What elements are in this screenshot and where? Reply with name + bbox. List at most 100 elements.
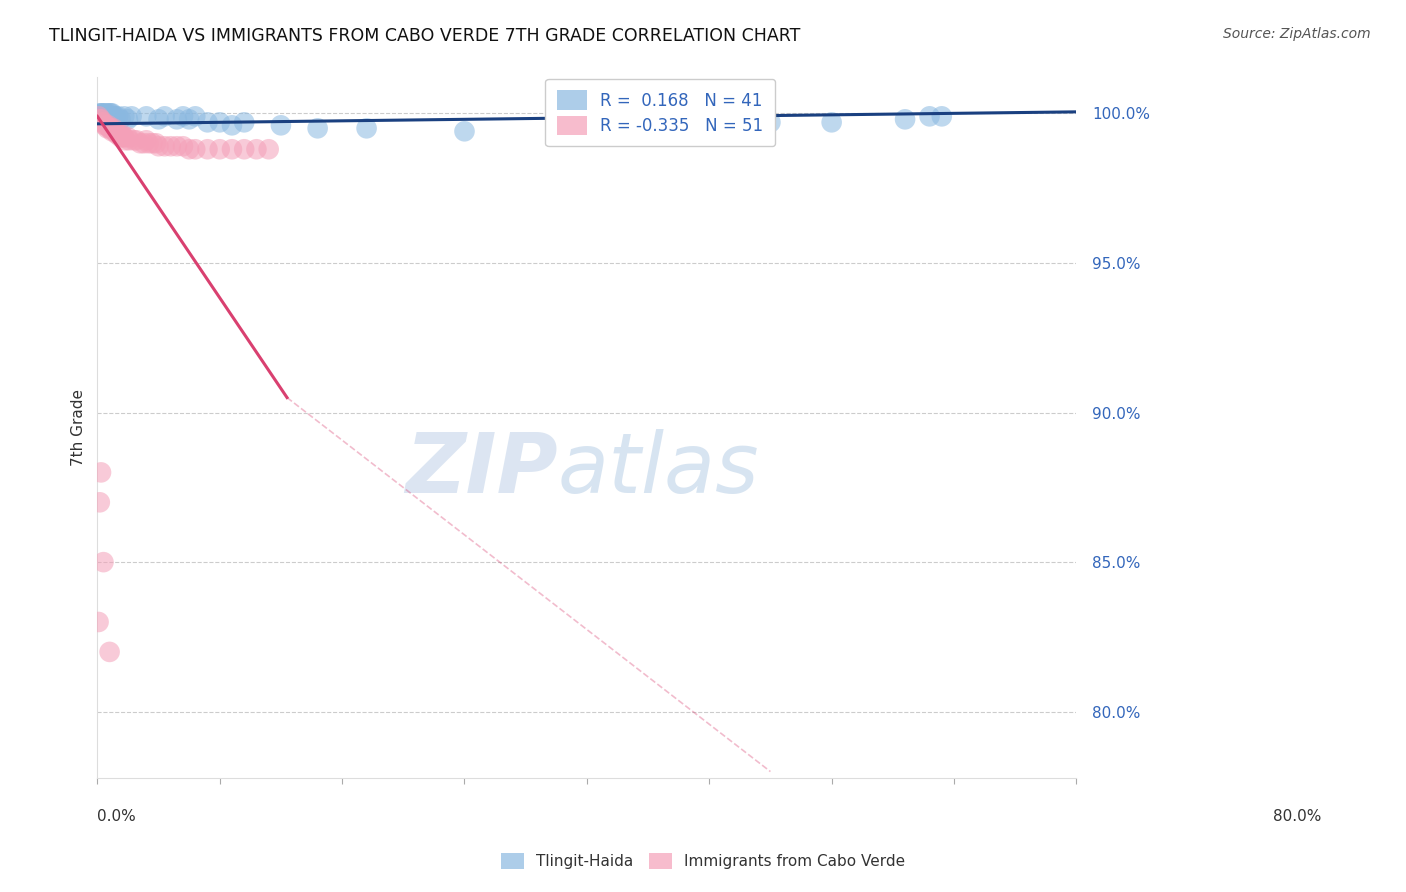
Point: [233, 115, 256, 129]
Point: [148, 139, 170, 153]
Point: [87, 615, 110, 629]
Legend: Tlingit-Haida, Immigrants from Cabo Verde: Tlingit-Haida, Immigrants from Cabo Verd…: [495, 847, 911, 875]
Point: [135, 133, 157, 147]
Text: TLINGIT-HAIDA VS IMMIGRANTS FROM CABO VERDE 7TH GRADE CORRELATION CHART: TLINGIT-HAIDA VS IMMIGRANTS FROM CABO VE…: [49, 27, 800, 45]
Point: [172, 109, 194, 123]
Point: [208, 142, 231, 156]
Point: [112, 109, 135, 123]
Point: [112, 130, 135, 145]
Point: [94, 118, 117, 132]
Point: [233, 142, 256, 156]
Point: [107, 109, 129, 123]
Point: [894, 112, 917, 127]
Point: [93, 106, 115, 120]
Point: [100, 106, 122, 120]
Point: [114, 133, 136, 147]
Point: [138, 136, 160, 151]
Point: [197, 142, 219, 156]
Point: [97, 109, 120, 123]
Point: [356, 121, 378, 136]
Point: [89, 106, 111, 120]
Point: [100, 121, 122, 136]
Point: [221, 142, 243, 156]
Point: [637, 115, 659, 129]
Point: [166, 139, 188, 153]
Point: [98, 121, 121, 136]
Point: [110, 112, 132, 127]
Point: [96, 106, 118, 120]
Point: [270, 118, 292, 132]
Text: 80.0%: 80.0%: [1272, 809, 1322, 824]
Point: [759, 115, 782, 129]
Point: [257, 142, 280, 156]
Point: [117, 130, 139, 145]
Point: [91, 106, 114, 120]
Point: [104, 109, 127, 123]
Point: [105, 128, 128, 142]
Point: [159, 139, 181, 153]
Point: [172, 139, 194, 153]
Point: [90, 112, 112, 127]
Point: [650, 118, 672, 132]
Point: [129, 136, 152, 151]
Point: [98, 645, 121, 659]
Point: [96, 121, 118, 136]
Point: [221, 118, 243, 132]
Point: [125, 133, 148, 147]
Point: [453, 124, 475, 138]
Point: [101, 124, 124, 138]
Point: [103, 121, 125, 136]
Point: [148, 112, 170, 127]
Text: atlas: atlas: [558, 429, 759, 510]
Point: [132, 136, 155, 151]
Point: [197, 115, 219, 129]
Point: [110, 130, 132, 145]
Point: [121, 109, 143, 123]
Point: [90, 466, 112, 480]
Point: [307, 121, 329, 136]
Point: [94, 106, 117, 120]
Point: [179, 142, 201, 156]
Point: [89, 112, 111, 127]
Point: [98, 106, 121, 120]
Point: [87, 109, 110, 123]
Point: [103, 124, 125, 138]
Point: [107, 128, 129, 142]
Point: [111, 128, 134, 142]
Point: [118, 133, 141, 147]
Point: [90, 106, 112, 120]
Y-axis label: 7th Grade: 7th Grade: [72, 389, 86, 466]
Text: Source: ZipAtlas.com: Source: ZipAtlas.com: [1223, 27, 1371, 41]
Legend: R =  0.168   N = 41, R = -0.335   N = 51: R = 0.168 N = 41, R = -0.335 N = 51: [546, 78, 775, 146]
Point: [245, 142, 267, 156]
Point: [184, 109, 207, 123]
Point: [208, 115, 231, 129]
Point: [91, 115, 114, 129]
Text: ZIP: ZIP: [405, 429, 558, 510]
Point: [101, 106, 124, 120]
Point: [122, 133, 145, 147]
Text: 0.0%: 0.0%: [97, 809, 136, 824]
Point: [145, 136, 167, 151]
Point: [820, 115, 842, 129]
Point: [97, 118, 120, 132]
Point: [117, 112, 139, 127]
Point: [141, 136, 163, 151]
Point: [89, 495, 111, 509]
Point: [93, 115, 115, 129]
Point: [93, 118, 115, 132]
Point: [108, 128, 131, 142]
Point: [179, 112, 201, 127]
Point: [184, 142, 207, 156]
Point: [103, 109, 125, 123]
Point: [104, 124, 127, 138]
Point: [135, 109, 157, 123]
Point: [551, 124, 574, 138]
Point: [153, 109, 176, 123]
Point: [93, 109, 115, 123]
Point: [93, 555, 115, 569]
Point: [931, 109, 953, 123]
Point: [166, 112, 188, 127]
Point: [918, 109, 941, 123]
Point: [153, 139, 176, 153]
